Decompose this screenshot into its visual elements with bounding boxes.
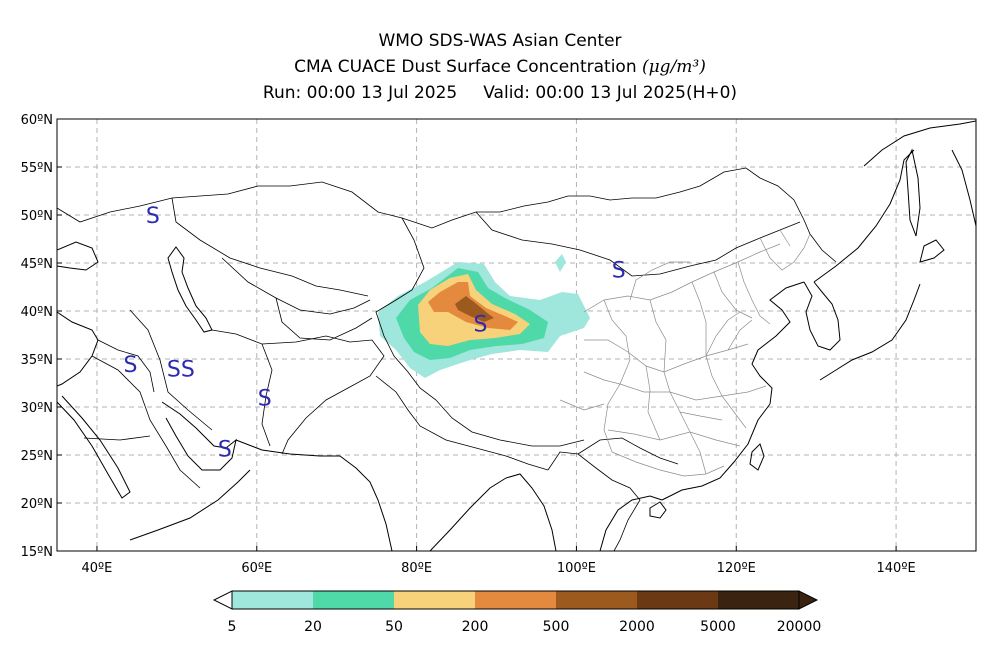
central-asia-borders bbox=[221, 257, 373, 341]
dust-level-500 bbox=[455, 296, 494, 322]
colorbar-level-label: 500 bbox=[543, 619, 570, 635]
persian-gulf bbox=[161, 401, 237, 471]
title-product-text: CMA CUACE Dust Surface Concentration bbox=[294, 57, 637, 77]
lon-tick-label: 140ºE bbox=[877, 561, 916, 576]
colorbar-level-label: 5000 bbox=[700, 619, 736, 635]
lon-tick-label: 60ºE bbox=[241, 561, 272, 576]
japan-kyushu-honshu bbox=[819, 283, 921, 381]
lat-tick-label: 20ºN bbox=[21, 497, 53, 512]
lat-tick-label: 15ºN bbox=[21, 545, 53, 560]
country-borders bbox=[57, 167, 837, 551]
india-west-coast bbox=[339, 455, 393, 551]
axis-tick-labels: 60ºN 55ºN 50ºN 45ºN 40ºN 35ºN 30ºN 25ºN 20ºN 15ºN… bbox=[21, 113, 916, 576]
lat-tick-label: 60ºN bbox=[21, 113, 53, 128]
title-unit: (μg/m³) bbox=[642, 57, 706, 77]
title-product: CMA CUACE Dust Surface Concentration (μg… bbox=[0, 54, 1000, 80]
colorbar-level-label: 200 bbox=[462, 619, 489, 635]
sandstorm-marker: S bbox=[146, 204, 160, 229]
colorbar-level-label: 2000 bbox=[619, 619, 655, 635]
hainan-island bbox=[649, 501, 667, 519]
lat-tick-label: 35ºN bbox=[21, 353, 53, 368]
afghanistan-pakistan-borders bbox=[261, 335, 385, 455]
colorbar-level-label: 5 bbox=[228, 619, 237, 635]
china-south-coast bbox=[661, 403, 771, 501]
india-east-coast bbox=[429, 477, 507, 551]
colorbar-level-label: 50 bbox=[385, 619, 403, 635]
okhotsk-coast bbox=[863, 120, 976, 167]
sandstorm-marker: S bbox=[474, 312, 488, 337]
china-east-coast bbox=[751, 281, 805, 405]
bay-of-bengal-coast bbox=[505, 473, 557, 551]
lon-tick-label: 100ºE bbox=[557, 561, 596, 576]
iran-borders bbox=[129, 309, 273, 447]
middle-east-borders bbox=[83, 339, 201, 489]
colorbar-segment bbox=[637, 591, 718, 609]
colorbar-high-arrow bbox=[798, 590, 819, 610]
china-west-border bbox=[375, 217, 585, 447]
colorbar-segment bbox=[556, 591, 637, 609]
lat-tick-label: 25ºN bbox=[21, 449, 53, 464]
lat-tick-label: 50ºN bbox=[21, 209, 53, 224]
japan-hokkaido bbox=[919, 239, 945, 263]
title-block: WMO SDS-WAS Asian Center CMA CUACE Dust … bbox=[0, 28, 1000, 106]
lat-tick-label: 40ºN bbox=[21, 305, 53, 320]
colorbar-low-arrow bbox=[212, 590, 233, 610]
title-center: WMO SDS-WAS Asian Center bbox=[378, 31, 622, 51]
colorbar-segment bbox=[475, 591, 556, 609]
china-province-boundaries bbox=[559, 229, 811, 477]
lat-tick-label: 45ºN bbox=[21, 257, 53, 272]
colorbar-level-label: 20 bbox=[304, 619, 322, 635]
korea-peninsula bbox=[803, 281, 841, 351]
lon-tick-label: 40ºE bbox=[82, 561, 113, 576]
caspian-sea bbox=[167, 246, 213, 333]
sandstorm-marker: S bbox=[612, 259, 626, 284]
sandstorm-marker: S bbox=[124, 353, 138, 378]
colorbar: 5 20 50 200 500 2000 5000 20000 bbox=[212, 590, 822, 635]
colorbar-segment bbox=[394, 591, 475, 609]
coastlines bbox=[57, 120, 976, 551]
southeast-asia-borders bbox=[547, 437, 679, 551]
sandstorm-marker: S bbox=[258, 386, 272, 411]
colorbar-segment bbox=[718, 591, 799, 609]
sandstorm-marker: S bbox=[218, 437, 232, 462]
arabian-coast bbox=[129, 469, 251, 541]
dust-concentration-field bbox=[378, 254, 590, 378]
pacific-coast-north bbox=[813, 149, 915, 283]
kazakhstan-border bbox=[171, 197, 369, 297]
lat-tick-label: 55ºN bbox=[21, 161, 53, 176]
run-time: Run: 00:00 13 Jul 2025 bbox=[262, 83, 458, 103]
mediterranean-coast bbox=[57, 311, 99, 387]
taiwan-island bbox=[749, 443, 765, 471]
colorbar-segment bbox=[313, 591, 394, 609]
russia-southern-border bbox=[57, 167, 837, 263]
makran-coast bbox=[235, 439, 340, 457]
lon-tick-label: 120ºE bbox=[717, 561, 756, 576]
title-times: Run: 00:00 13 Jul 2025 Valid: 00:00 13 Ju… bbox=[0, 80, 1000, 106]
kamchatka-edge bbox=[951, 149, 976, 227]
indochina-coast bbox=[599, 495, 663, 551]
lon-tick-label: 80ºE bbox=[401, 561, 432, 576]
dust-level-5-east bbox=[555, 254, 566, 272]
sakhalin-island bbox=[905, 148, 921, 237]
mongolia-border bbox=[475, 211, 801, 277]
map-content bbox=[57, 120, 976, 551]
sandstorm-marker: SS bbox=[167, 358, 195, 383]
india-borders bbox=[375, 375, 549, 471]
lat-tick-label: 30ºN bbox=[21, 401, 53, 416]
colorbar-border bbox=[231, 590, 800, 610]
red-sea bbox=[57, 395, 131, 499]
colorbar-level-label: 20000 bbox=[777, 619, 822, 635]
valid-time: Valid: 00:00 13 Jul 2025(H+0) bbox=[483, 83, 738, 103]
black-sea bbox=[57, 241, 99, 271]
map-frame bbox=[56, 118, 977, 552]
colorbar-segment bbox=[232, 591, 313, 609]
